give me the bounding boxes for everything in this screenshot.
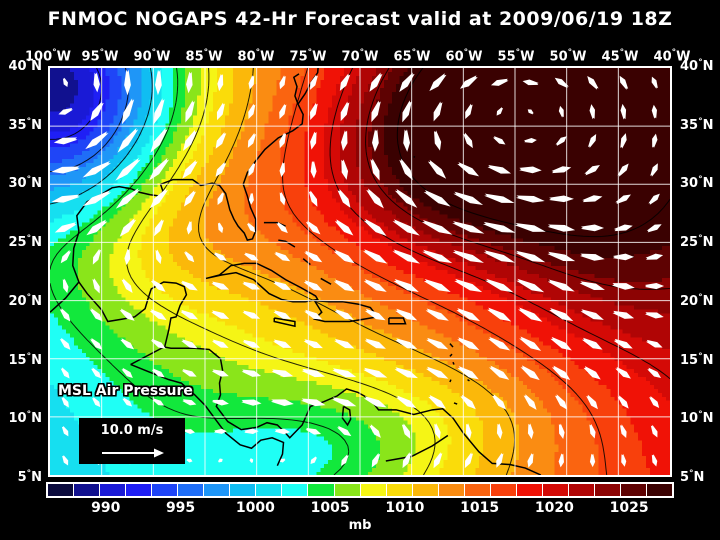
colorbar-cell	[438, 484, 465, 496]
lat-tick-10N-right: 10°N	[680, 410, 714, 427]
colorbar-tick-1015: 1015	[460, 500, 500, 516]
colorbar-tick-1000: 1000	[235, 500, 275, 516]
colorbar-cell	[256, 484, 283, 496]
coastlines	[50, 68, 542, 475]
wind-scale-value: 10.0 m/s	[100, 423, 164, 438]
colorbar-cell	[464, 484, 491, 496]
lat-tick-20N-left: 20°N	[8, 292, 42, 310]
lon-tick-75W: 75°W	[289, 48, 327, 65]
colorbar-unit-label: mb	[348, 518, 372, 533]
colorbar-cell	[74, 484, 101, 496]
lat-tick-20N-right: 20°N	[680, 292, 714, 310]
lon-tick-40W: 40°W	[653, 48, 691, 65]
colorbar-cell	[48, 484, 75, 496]
colorbar-cell	[386, 484, 413, 496]
colorbar-cell	[308, 484, 335, 496]
lat-tick-5N-left: 5°N	[17, 468, 42, 486]
lat-tick-35N-right: 35°N	[680, 116, 714, 133]
pressure-colorbar	[46, 482, 674, 498]
colorbar-cell	[178, 484, 205, 496]
colorbar-tick-990: 990	[91, 500, 121, 516]
colorbar-cell	[282, 484, 309, 496]
lat-tick-25N-right: 25°N	[680, 233, 714, 251]
colorbar-tick-1005: 1005	[310, 500, 350, 516]
lon-tick-80W: 80°W	[237, 48, 275, 65]
colorbar-tick-1025: 1025	[609, 500, 649, 516]
lat-tick-30N-left: 30°N	[8, 175, 42, 192]
lat-tick-40N-left: 40°N	[8, 57, 42, 75]
lon-tick-100W: 100°W	[25, 48, 71, 65]
lon-tick-65W: 65°W	[393, 48, 431, 65]
lon-tick-90W: 90°W	[133, 48, 171, 65]
lat-tick-30N-right: 30°N	[680, 175, 714, 192]
lat-tick-15N-right: 15°N	[680, 351, 714, 368]
colorbar-cell	[490, 484, 517, 496]
colorbar-cell	[594, 484, 622, 496]
lon-tick-60W: 60°W	[445, 48, 483, 65]
colorbar-cell	[100, 484, 127, 496]
lon-tick-85W: 85°W	[185, 48, 223, 65]
colorbar-cell	[621, 484, 648, 496]
colorbar-cell	[126, 484, 153, 496]
wind-scale-legend: 10.0 m/s	[79, 418, 185, 464]
colorbar-tick-995: 995	[165, 500, 196, 516]
pressure-shading	[50, 68, 670, 475]
colorbar-tick-1010: 1010	[385, 500, 425, 516]
wind-vector-arrows	[51, 69, 665, 469]
lon-tick-50W: 50°W	[549, 48, 587, 65]
colorbar-cell	[542, 484, 569, 496]
lat-tick-25N-left: 25°N	[8, 233, 42, 251]
lon-tick-45W: 45°W	[601, 48, 639, 65]
colorbar-tick-1020: 1020	[534, 500, 574, 516]
lon-tick-70W: 70°W	[341, 48, 379, 65]
lon-tick-55W: 55°W	[497, 48, 535, 65]
colorbar-cell	[412, 484, 439, 496]
colorbar-cell	[204, 484, 231, 496]
lat-tick-35N-left: 35°N	[8, 116, 42, 133]
lat-tick-10N-left: 10°N	[8, 410, 42, 427]
lat-tick-15N-left: 15°N	[8, 351, 42, 368]
colorbar-cell	[152, 484, 179, 496]
lon-tick-95W: 95°W	[81, 48, 119, 65]
figure-title: FNMOC NOGAPS 42-Hr Forecast valid at 200…	[47, 8, 673, 30]
map-plot-area	[48, 66, 672, 477]
wind-scale-arrow-icon	[102, 448, 164, 458]
lat-tick-5N-right: 5°N	[680, 468, 705, 486]
colorbar-cell	[334, 484, 361, 496]
lat-tick-40N-right: 40°N	[680, 57, 714, 75]
field-label: MSL Air Pressure	[58, 383, 193, 399]
colorbar-cell	[647, 484, 673, 496]
colorbar-cell	[360, 484, 387, 496]
colorbar-cell	[516, 484, 543, 496]
colorbar-cell	[230, 484, 257, 496]
colorbar-cell	[568, 484, 595, 496]
